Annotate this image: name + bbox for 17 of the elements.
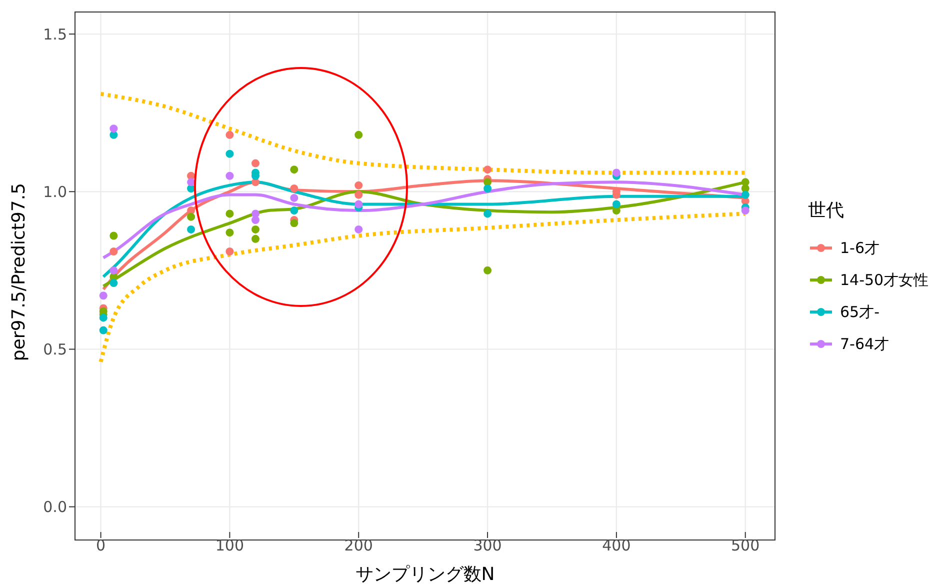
legend-label: 14-50才女性 <box>840 270 929 290</box>
legend-title: 世代 <box>808 199 845 222</box>
y-tick-label: 0.5 <box>43 340 67 359</box>
x-tick-label: 0 <box>96 536 106 555</box>
x-tick-label: 100 <box>215 536 244 555</box>
x-tick-label: 200 <box>344 536 373 555</box>
x-tick-label: 300 <box>473 536 502 555</box>
x-tick-label: 400 <box>602 536 631 555</box>
y-tick-label: 1.0 <box>43 182 67 201</box>
legend-label: 1-6才 <box>840 238 880 258</box>
x-tick-label: 500 <box>731 536 760 555</box>
x-axis-title: サンプリング数N <box>355 564 495 585</box>
legend-label: 65才- <box>840 302 880 322</box>
y-tick-label: 0.0 <box>43 498 67 516</box>
y-axis-title: per97.5/Predict97.5 <box>8 182 30 362</box>
legend-label: 7-64才 <box>840 334 890 354</box>
y-tick-label: 1.5 <box>43 25 67 44</box>
